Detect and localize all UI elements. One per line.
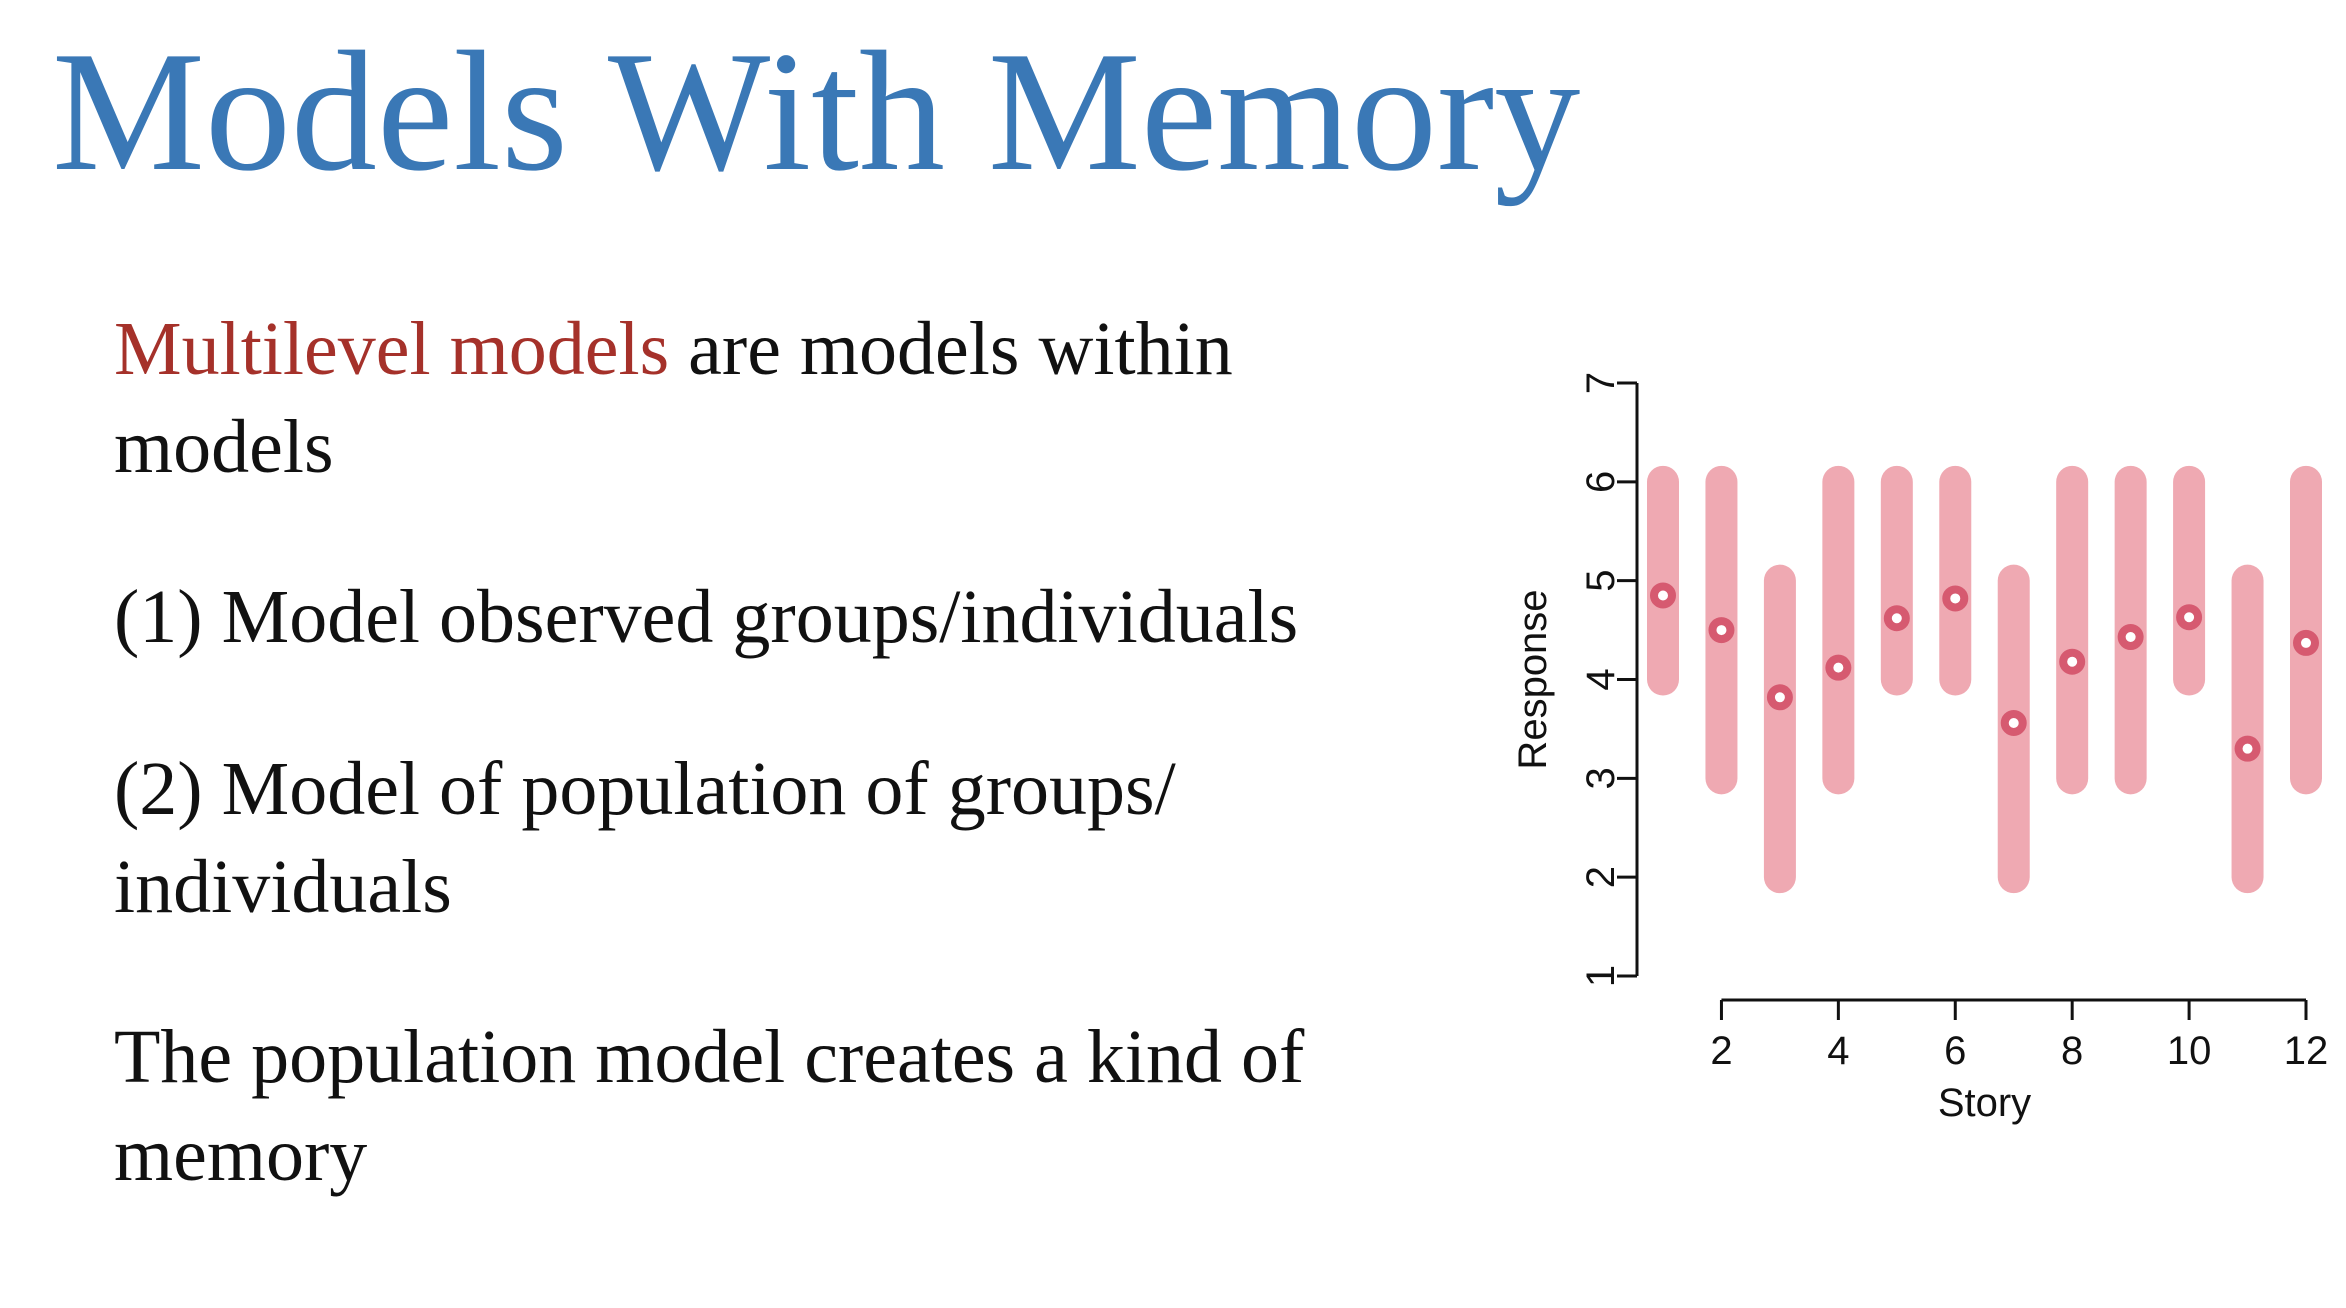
point-estimate-1 xyxy=(1650,582,1676,609)
point-estimate-11 xyxy=(2234,735,2261,762)
y-tick-label-2: 2 xyxy=(1579,866,1623,888)
point-observed-groups: (1) Model observed groups/individuals xyxy=(114,575,1299,659)
x-tick-label-8: 8 xyxy=(2061,1029,2083,1073)
y-tick-label-3: 3 xyxy=(1579,767,1623,789)
point-estimate-12 xyxy=(2293,629,2319,656)
point-estimate-4 xyxy=(1825,654,1852,681)
slide-title: Models With Memory xyxy=(52,17,1581,207)
point-estimate-8 xyxy=(2059,648,2086,675)
point-multilevel: Multilevel models are models within mode… xyxy=(114,300,1444,496)
x-tick-label-4: 4 xyxy=(1827,1029,1849,1073)
y-tick-label-1: 1 xyxy=(1579,965,1623,987)
point-estimate-10 xyxy=(2176,604,2203,631)
y-axis-title: Response xyxy=(1511,589,1555,769)
point-estimate-5 xyxy=(1883,605,1910,632)
y-tick-label-5: 5 xyxy=(1579,570,1623,592)
point-estimate-3 xyxy=(1766,684,1793,711)
x-tick-label-2: 2 xyxy=(1710,1029,1732,1073)
point-population-model: (2) Model of population of groups/ indiv… xyxy=(114,747,1176,929)
point-estimate-6 xyxy=(1942,585,1969,612)
point-memory: The population model creates a kind of m… xyxy=(114,1015,1305,1197)
point-estimate-7 xyxy=(2000,709,2027,736)
y-tick-label-6: 6 xyxy=(1579,471,1623,493)
x-tick-label-10: 10 xyxy=(2167,1029,2212,1073)
x-axis-title: Story xyxy=(1938,1081,2031,1125)
point-estimate-9 xyxy=(2117,624,2144,651)
point-multilevel-rest: are models within models xyxy=(114,307,1233,489)
highlight-term: Multilevel models xyxy=(114,307,670,391)
y-tick-label-4: 4 xyxy=(1579,668,1623,690)
story-response-chart: 1 2 3 4 5 6 7 2 4 6 8 10 12 Story Response xyxy=(1480,330,2346,1150)
y-tick-label-7: 7 xyxy=(1579,372,1623,394)
point-estimate-2 xyxy=(1708,617,1735,644)
x-tick-label-6: 6 xyxy=(1944,1029,1966,1073)
x-tick-label-12: 12 xyxy=(2284,1029,2329,1073)
